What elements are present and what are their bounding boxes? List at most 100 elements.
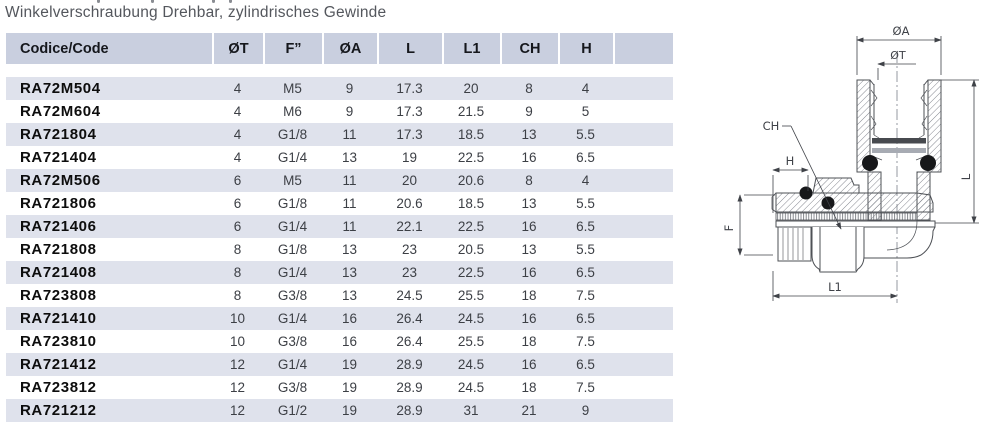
- cropped-text-fragment: [97, 0, 100, 3]
- table-row: RA721406 6 G1/4 11 22.1 22.5 16 6.5: [6, 215, 673, 238]
- table-row: RA72M506 6 M5 11 20 20.6 8 4: [6, 169, 673, 192]
- value-cell: 8: [233, 265, 242, 280]
- value-cell: 9: [345, 81, 354, 96]
- col-header-l: L: [377, 33, 442, 64]
- value-cell: G1/4: [277, 357, 308, 372]
- value-cell: 16: [521, 357, 537, 372]
- value-cell: [613, 169, 673, 192]
- value-cell: 23: [401, 265, 418, 280]
- value-cell: G3/8: [277, 334, 308, 349]
- value-cell: 5.5: [576, 242, 595, 257]
- table-row: RA721212 12 G1/2 19 28.9 31 21 9: [6, 399, 673, 422]
- value-cell: 18: [521, 334, 537, 349]
- value-cell: [613, 146, 673, 169]
- table-row: RA721404 4 G1/4 13 19 22.5 16 6.5: [6, 146, 673, 169]
- value-cell: 18.5: [457, 127, 485, 142]
- value-cell: 4: [233, 104, 242, 119]
- table-row: RA723810 10 G3/8 16 26.4 25.5 18 7.5: [6, 330, 673, 353]
- table-header-row: Codice/Code ØT F” ØA L L1 CH H: [6, 33, 673, 64]
- value-cell: 12: [229, 380, 246, 395]
- value-cell: G1/4: [277, 219, 308, 234]
- value-cell: 13: [521, 127, 537, 142]
- value-cell: 23: [401, 242, 418, 257]
- col-header-f: F”: [263, 33, 322, 64]
- value-cell: 12: [229, 357, 246, 372]
- value-cell: 7.5: [576, 334, 595, 349]
- value-cell: 19: [341, 380, 358, 395]
- value-cell: 13: [341, 265, 358, 280]
- dim-label-ch: CH: [763, 119, 780, 133]
- value-cell: 20: [401, 173, 418, 188]
- value-cell: 24.5: [457, 311, 485, 326]
- value-cell: 9: [581, 403, 590, 418]
- lower-body: [777, 220, 936, 273]
- value-cell: 18.5: [457, 196, 485, 211]
- value-cell: 12: [229, 403, 246, 418]
- value-cell: 6.5: [576, 311, 595, 326]
- value-cell: G3/8: [277, 288, 308, 303]
- table-row: RA723812 12 G3/8 19 28.9 24.5 18 7.5: [6, 376, 673, 399]
- dim-label-h: H: [786, 154, 795, 168]
- code-cell: RA721804: [20, 126, 97, 143]
- dim-label-l1: L1: [828, 280, 842, 294]
- value-cell: [613, 330, 673, 353]
- col-header-code: Codice/Code: [20, 40, 109, 57]
- value-cell: 4: [581, 173, 590, 188]
- value-cell: 22.5: [457, 265, 485, 280]
- col-header-h: H: [558, 33, 613, 64]
- value-cell: 18: [521, 288, 537, 303]
- value-cell: 10: [229, 311, 246, 326]
- value-cell: 6.5: [576, 219, 595, 234]
- value-cell: [613, 238, 673, 261]
- swivel-flange: [771, 177, 936, 228]
- code-cell: RA721408: [20, 264, 97, 281]
- code-cell: RA721212: [20, 402, 97, 419]
- o-ring-icon: [862, 155, 878, 171]
- value-cell: 28.9: [396, 380, 423, 395]
- dim-label-ot: ØT: [890, 49, 906, 62]
- cropped-text-fragment: [212, 0, 215, 3]
- value-cell: 9: [345, 104, 354, 119]
- col-header-oa: ØA: [322, 33, 377, 64]
- code-cell: RA72M604: [20, 103, 101, 120]
- value-cell: 11: [342, 219, 357, 234]
- value-cell: 6: [233, 196, 242, 211]
- value-cell: 13: [341, 288, 358, 303]
- value-cell: 22.5: [457, 219, 485, 234]
- page-title: Winkelverschraubung Drehbar, zylindrisch…: [5, 4, 387, 21]
- col-header-l1: L1: [442, 33, 500, 64]
- value-cell: [613, 261, 673, 284]
- value-cell: 5.5: [576, 127, 595, 142]
- table-row: RA721806 6 G1/8 11 20.6 18.5 13 5.5: [6, 192, 673, 215]
- value-cell: G1/4: [277, 265, 308, 280]
- value-cell: M6: [283, 104, 302, 119]
- col-header-ch: CH: [500, 33, 558, 64]
- value-cell: 11: [342, 196, 357, 211]
- value-cell: 13: [341, 242, 358, 257]
- value-cell: M5: [283, 81, 302, 96]
- value-cell: 17.3: [396, 81, 423, 96]
- table-body: RA72M504 4 M5 9 17.3 20 8 4 RA72M604 4 M6 9 17.3 21.5…: [6, 77, 673, 422]
- value-cell: [613, 215, 673, 238]
- value-cell: 13: [341, 150, 358, 165]
- value-cell: 16: [521, 311, 537, 326]
- value-cell: 6.5: [576, 265, 595, 280]
- value-cell: 4: [581, 81, 590, 96]
- code-cell: RA721406: [20, 218, 97, 235]
- code-cell: RA721412: [20, 356, 97, 373]
- table-row: RA721410 10 G1/4 16 26.4 24.5 16 6.5: [6, 307, 673, 330]
- value-cell: G1/4: [277, 150, 308, 165]
- value-cell: 11: [342, 127, 357, 142]
- cropped-text-fragment: [229, 0, 232, 3]
- value-cell: 22.1: [396, 219, 423, 234]
- value-cell: 16: [341, 311, 358, 326]
- dim-label-f: F: [722, 225, 736, 232]
- table-row: RA721412 12 G1/4 19 28.9 24.5 16 6.5: [6, 353, 673, 376]
- value-cell: 5.5: [576, 196, 595, 211]
- value-cell: 4: [233, 150, 242, 165]
- value-cell: 16: [341, 334, 358, 349]
- cropped-text-fragment: [151, 0, 154, 3]
- value-cell: 17.3: [396, 127, 423, 142]
- value-cell: 21.5: [457, 104, 485, 119]
- value-cell: 26.4: [396, 311, 423, 326]
